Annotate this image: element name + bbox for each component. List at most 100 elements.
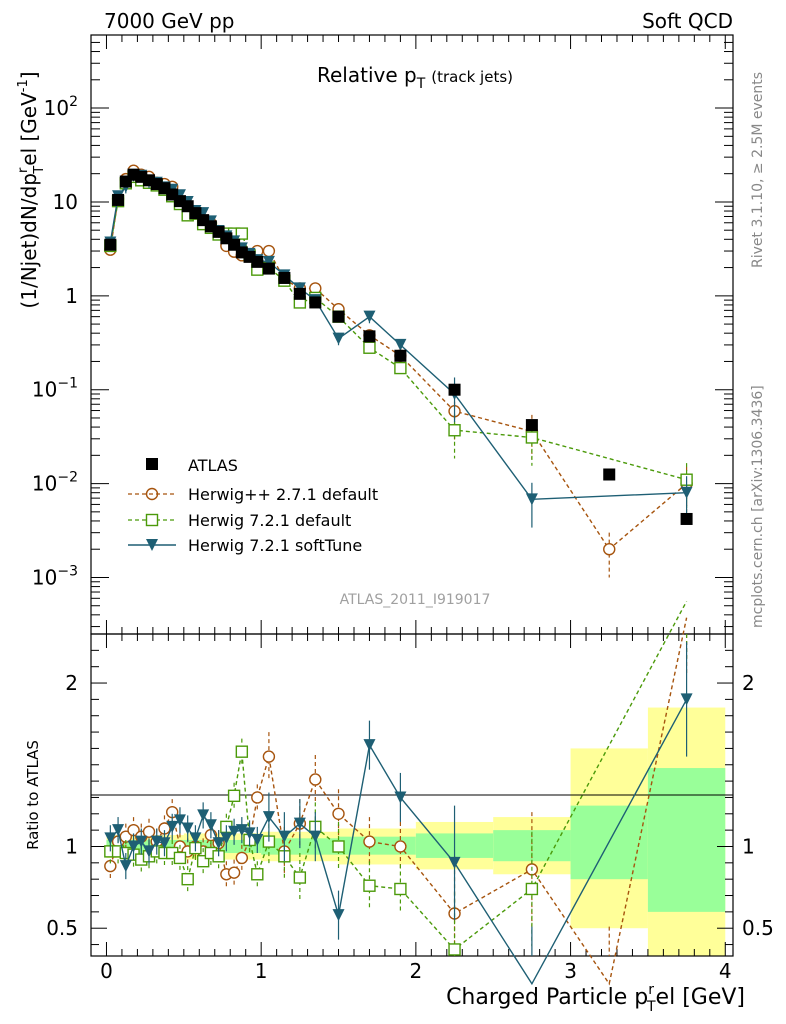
title-note: (track jets) bbox=[431, 68, 513, 86]
x-tick-label: 0 bbox=[100, 959, 113, 983]
legend: ATLAS Herwig++ 2.7.1 default Herwig 7.2.… bbox=[128, 456, 378, 555]
ratio-point bbox=[332, 807, 345, 820]
data-point bbox=[448, 424, 461, 437]
legend-item-herwigpp: Herwig++ 2.7.1 default bbox=[128, 485, 378, 504]
ratio-band-inner bbox=[647, 768, 726, 912]
ratio-point bbox=[220, 832, 233, 845]
plot-title: Relative pT (track jets) bbox=[317, 63, 513, 92]
ratio-point bbox=[189, 832, 202, 845]
ratio-point bbox=[166, 820, 179, 833]
series-line-herwig7-softtune bbox=[109, 173, 687, 501]
legend-item-atlas: ATLAS bbox=[146, 456, 238, 475]
data-point bbox=[251, 255, 264, 268]
header-right: Soft QCD bbox=[642, 9, 733, 33]
data-point bbox=[603, 543, 616, 556]
ratio-point bbox=[293, 871, 307, 884]
ratio-point bbox=[525, 882, 539, 896]
title-main: Relative p bbox=[317, 63, 417, 87]
ratio-point bbox=[363, 739, 376, 752]
ratio-point bbox=[235, 824, 248, 837]
y-tick-label: 10 bbox=[53, 190, 78, 214]
data-point bbox=[235, 227, 249, 240]
ratio-point bbox=[235, 745, 249, 758]
ratio-point bbox=[243, 827, 256, 840]
ratio-point bbox=[309, 773, 322, 786]
ratio-tick-label: 0.5 bbox=[46, 916, 78, 940]
ratio-point bbox=[181, 872, 194, 886]
data-point bbox=[680, 512, 693, 525]
ratio-point bbox=[394, 791, 407, 804]
data-point bbox=[525, 419, 538, 432]
data-point bbox=[603, 468, 616, 481]
data-point bbox=[394, 361, 407, 375]
ratio-point bbox=[332, 840, 345, 853]
data-point bbox=[262, 244, 276, 258]
ratio-point bbox=[173, 814, 186, 827]
legend-label-atlas: ATLAS bbox=[188, 456, 238, 475]
ratio-tick-label: 2 bbox=[65, 671, 78, 695]
ratio-point bbox=[227, 866, 241, 879]
ratio-point bbox=[212, 837, 225, 850]
data-point bbox=[363, 310, 376, 323]
ratio-point bbox=[158, 837, 171, 850]
ratio-point bbox=[235, 851, 249, 865]
ratio-point bbox=[394, 840, 407, 853]
x-tick-label: 4 bbox=[719, 959, 732, 983]
ratio-point bbox=[127, 840, 140, 853]
legend-label-herwig7-default: Herwig 7.2.1 default bbox=[188, 511, 351, 530]
data-point bbox=[363, 341, 376, 354]
ratio-panel: 0.5 0.5 1 1 2 2 Ratio to ATLAS bbox=[24, 600, 774, 986]
data-point bbox=[394, 349, 407, 362]
legend-marker-herwigpp bbox=[145, 487, 159, 501]
x-axis-label: Charged Particle pr Tel [GeV] bbox=[446, 982, 745, 1015]
ratio-point bbox=[228, 825, 241, 838]
ratio-point bbox=[394, 882, 407, 896]
ratio-point bbox=[197, 809, 210, 822]
data-point bbox=[104, 238, 117, 251]
ratio-point bbox=[173, 851, 187, 865]
data-point bbox=[448, 383, 461, 396]
data-point bbox=[112, 193, 125, 206]
legend-label-herwigpp: Herwig++ 2.7.1 default bbox=[188, 485, 378, 504]
y-axis-label: (1/Njet)dN/dprTel [GeV-1] bbox=[16, 71, 47, 308]
legend-marker-herwig7-default bbox=[145, 513, 159, 527]
data-point bbox=[680, 486, 693, 499]
data-point bbox=[293, 287, 306, 300]
ratio-tick-label-right: 1 bbox=[742, 834, 755, 858]
ratio-point bbox=[251, 833, 264, 846]
ratio-tick-label: 1 bbox=[65, 834, 78, 858]
ratio-point bbox=[142, 825, 156, 838]
ratio-point bbox=[104, 832, 117, 845]
data-point bbox=[278, 271, 291, 284]
ratio-point bbox=[293, 817, 306, 830]
ratio-point bbox=[332, 909, 345, 922]
ratio-point bbox=[251, 868, 264, 881]
ratio-point bbox=[135, 835, 148, 848]
legend-label-herwig7-softtune: Herwig 7.2.1 softTune bbox=[188, 536, 362, 555]
ratio-point bbox=[363, 835, 376, 848]
y-tick-label: 102 bbox=[44, 94, 78, 120]
data-point bbox=[119, 175, 132, 188]
ratio-point bbox=[196, 854, 210, 868]
ratio-point bbox=[181, 822, 194, 835]
ratio-point bbox=[262, 750, 276, 763]
data-point bbox=[262, 262, 275, 275]
data-point bbox=[332, 332, 345, 345]
x-tick-label: 2 bbox=[410, 959, 423, 983]
legend-item-herwig7-softtune: Herwig 7.2.1 softTune bbox=[128, 536, 362, 555]
ratio-y-axis-label: Ratio to ATLAS bbox=[24, 740, 42, 850]
ratio-line-herwig7-default bbox=[110, 600, 688, 951]
ratio-point bbox=[309, 830, 322, 843]
ratio-point bbox=[119, 860, 132, 873]
ratio-point bbox=[363, 879, 376, 892]
data-point bbox=[525, 431, 539, 444]
data-point bbox=[525, 493, 538, 506]
x-tick-label: 3 bbox=[564, 959, 577, 983]
header-left: 7000 GeV pp bbox=[104, 9, 235, 33]
series-line-herwig7-default bbox=[109, 176, 687, 481]
legend-item-herwig7-default: Herwig 7.2.1 default bbox=[128, 511, 351, 530]
ratio-point bbox=[227, 789, 241, 803]
legend-marker-herwig7-softtune bbox=[146, 539, 158, 551]
series-atlas bbox=[104, 168, 693, 525]
